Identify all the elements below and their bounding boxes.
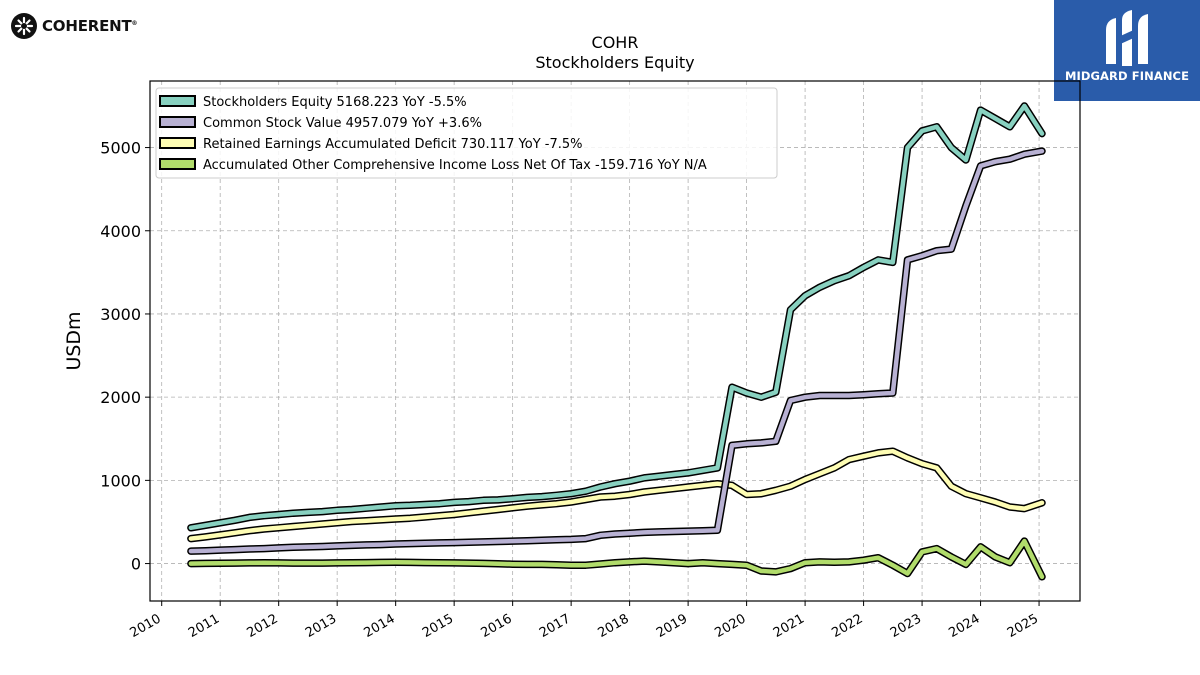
x-tick-label: 2012 <box>245 611 281 641</box>
legend-swatch <box>159 158 196 170</box>
legend-entry: Common Stock Value 4957.079 YoY +3.6% <box>203 116 482 131</box>
x-tick-label: 2010 <box>128 611 164 641</box>
x-tick-label: 2018 <box>595 611 631 641</box>
midgard-finance-logo: MIDGARD FINANCE <box>1054 0 1200 101</box>
x-tick-label: 2013 <box>303 611 339 641</box>
series-line-2 <box>188 148 1045 554</box>
y-tick-label: 4000 <box>100 222 141 241</box>
x-tick-label: 2015 <box>420 611 456 641</box>
x-tick-label: 2022 <box>829 611 865 641</box>
series-line-3 <box>188 448 1045 541</box>
y-tick-label: 1000 <box>100 471 141 490</box>
series-lines <box>187 102 1046 581</box>
x-tick-label: 2025 <box>1005 611 1041 641</box>
x-tick-label: 2021 <box>771 611 807 641</box>
y-tick-label: 5000 <box>100 139 141 158</box>
series-line-1 <box>188 103 1045 531</box>
x-tick-label: 2024 <box>946 611 982 641</box>
x-tick-label: 2014 <box>362 611 398 641</box>
chart-title: COHR <box>592 33 639 52</box>
legend: Stockholders Equity 5168.223 YoY -5.5% Co… <box>155 87 778 179</box>
x-tick-label: 2023 <box>888 611 924 641</box>
x-tick-label: 2016 <box>478 611 514 641</box>
legend-swatch <box>159 137 196 149</box>
plot-area-frame <box>149 80 1081 602</box>
x-tick-label: 2017 <box>537 611 573 641</box>
series-line-4 <box>188 538 1045 580</box>
y-tick-label: 0 <box>131 555 141 574</box>
legend-swatch <box>159 95 196 107</box>
y-tick-label: 3000 <box>100 305 141 324</box>
series-layer <box>187 102 1046 581</box>
legend-swatch <box>159 116 196 128</box>
x-axis-ticks: 2010 2011 2012 2013 2014 2015 2016 2017 2018 2019… <box>128 601 1041 641</box>
chart-subtitle: Stockholders Equity <box>535 53 694 72</box>
coherent-logo: COHERENT® <box>10 10 138 42</box>
y-tick-label: 2000 <box>100 388 141 407</box>
legend-entry: Accumulated Other Comprehensive Income L… <box>203 158 707 173</box>
coherent-logo-text: COHERENT® <box>42 17 138 35</box>
x-tick-label: 2020 <box>712 611 748 641</box>
y-axis-label: USDm <box>63 311 85 370</box>
x-tick-label: 2011 <box>186 611 222 641</box>
midgard-finance-logo-text: MIDGARD FINANCE <box>1064 69 1190 83</box>
midgard-finance-logo-icon <box>1106 10 1148 66</box>
coherent-logo-icon <box>11 13 37 39</box>
legend-entry: Retained Earnings Accumulated Deficit 73… <box>203 137 582 152</box>
legend-box <box>155 87 778 179</box>
x-tick-label: 2019 <box>654 611 690 641</box>
legend-entry: Stockholders Equity 5168.223 YoY -5.5% <box>203 95 467 110</box>
y-axis-ticks: 0 1000 2000 3000 4000 5000 <box>100 139 150 574</box>
series-line-outline <box>187 147 1046 555</box>
